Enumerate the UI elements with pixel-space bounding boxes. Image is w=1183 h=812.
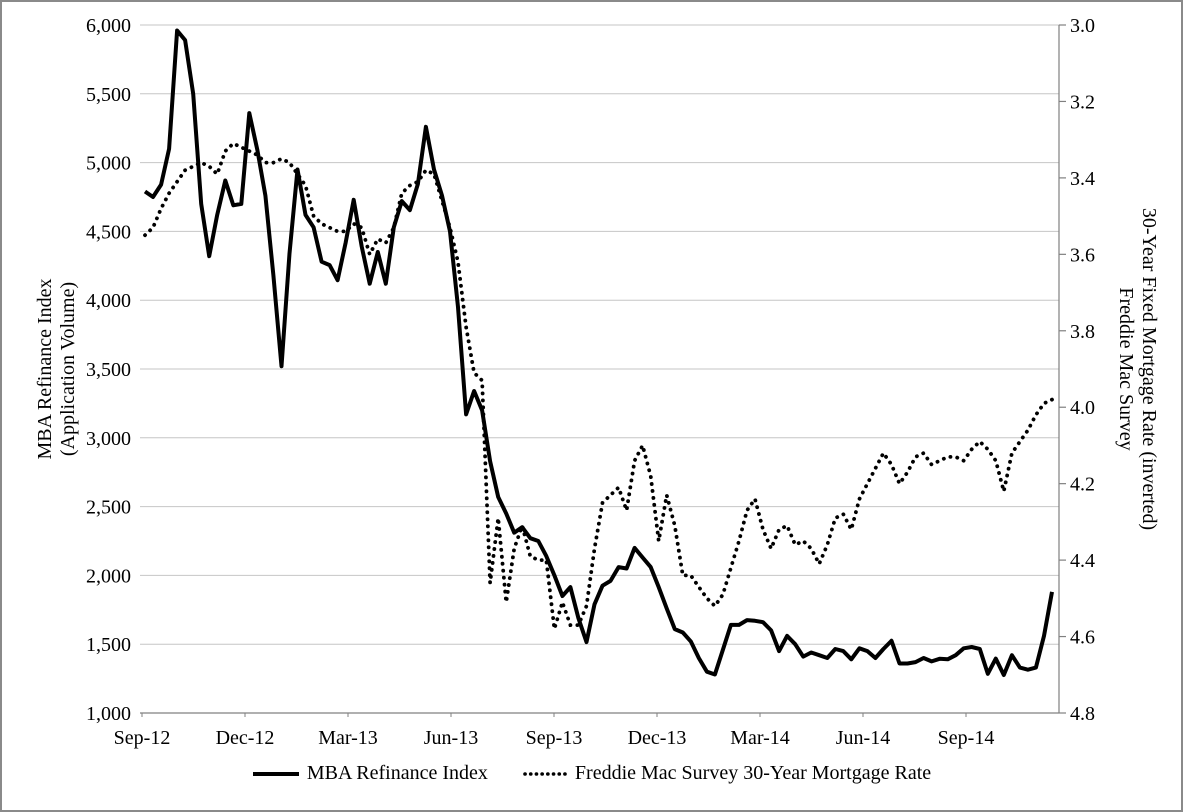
svg-text:2,500: 2,500 (86, 497, 131, 519)
svg-text:3.2: 3.2 (1070, 91, 1095, 113)
svg-text:6,000: 6,000 (86, 15, 131, 37)
svg-text:3.4: 3.4 (1070, 168, 1095, 190)
legend-item-mba-refinance: MBA Refinance Index (252, 762, 488, 785)
right-axis-title-line2: Freddie Mac Survey (1115, 287, 1137, 451)
x-axis-tick-labels: Sep-12 Dec-12 Mar-13 Jun-13 Sep-13 Dec-13 Mar-… (114, 727, 995, 749)
axis-tick-marks (141, 24, 1066, 717)
axis-lines (140, 25, 1060, 714)
svg-text:3.0: 3.0 (1070, 15, 1095, 37)
svg-text:1,500: 1,500 (86, 634, 131, 656)
svg-text:Sep-12: Sep-12 (114, 727, 171, 749)
svg-text:3,500: 3,500 (86, 359, 131, 381)
legend-label: MBA Refinance Index (306, 762, 488, 784)
svg-text:Sep-14: Sep-14 (938, 727, 995, 749)
svg-text:5,000: 5,000 (86, 153, 131, 175)
svg-text:Dec-13: Dec-13 (628, 727, 687, 749)
svg-text:Mar-13: Mar-13 (318, 727, 378, 749)
svg-text:Sep-13: Sep-13 (526, 727, 583, 749)
svg-text:Jun-13: Jun-13 (424, 727, 478, 749)
mba-refinance-solid-line (143, 28, 1054, 677)
left-axis-title-line2: (Application Volume) (57, 281, 79, 457)
svg-text:4.2: 4.2 (1070, 474, 1095, 496)
dotted-line-swatch-icon (523, 771, 568, 776)
freddie-rate-dotted-line (143, 141, 1054, 630)
right-axis-title-line1: 30-Year Fixed Mortgage Rate (inverted) (1138, 207, 1160, 531)
svg-text:Jun-14: Jun-14 (836, 727, 890, 749)
svg-text:4.6: 4.6 (1070, 627, 1095, 649)
gridlines (140, 24, 1059, 645)
right-axis-title: 30-Year Fixed Mortgage Rate (inverted) F… (1114, 208, 1160, 530)
left-axis-title-line1: MBA Refinance Index (34, 278, 56, 460)
svg-text:4.0: 4.0 (1070, 397, 1095, 419)
left-axis-tick-labels: 6,000 5,500 5,000 4,500 4,000 3,500 3,000 2,500… (86, 15, 131, 725)
svg-text:3.6: 3.6 (1070, 244, 1095, 266)
svg-text:4,000: 4,000 (86, 290, 131, 312)
svg-text:Dec-12: Dec-12 (216, 727, 275, 749)
svg-text:5,500: 5,500 (86, 84, 131, 106)
svg-text:2,000: 2,000 (86, 565, 131, 587)
svg-text:4.4: 4.4 (1070, 550, 1095, 572)
svg-text:3,000: 3,000 (86, 428, 131, 450)
legend-label: Freddie Mac Survey 30-Year Mortgage Rate (574, 762, 932, 784)
svg-text:1,000: 1,000 (86, 703, 131, 725)
svg-text:4,500: 4,500 (86, 221, 131, 243)
left-axis-title: MBA Refinance Index (Application Volume) (34, 278, 80, 459)
chart-legend: MBA Refinance Index Freddie Mac Survey 3… (0, 762, 1183, 785)
svg-text:3.8: 3.8 (1070, 321, 1095, 343)
svg-text:Mar-14: Mar-14 (730, 727, 790, 749)
legend-item-freddie-rate: Freddie Mac Survey 30-Year Mortgage Rate (522, 762, 931, 785)
solid-line-swatch-icon (252, 771, 299, 776)
right-axis-tick-labels: 3.0 3.2 3.4 3.6 3.8 4.0 4.2 4.4 4.6 4.8 (1070, 15, 1095, 725)
svg-text:4.8: 4.8 (1070, 703, 1095, 725)
